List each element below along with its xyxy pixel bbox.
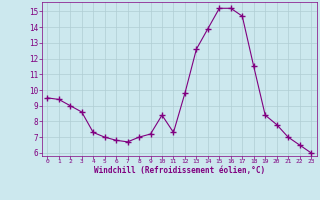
X-axis label: Windchill (Refroidissement éolien,°C): Windchill (Refroidissement éolien,°C) [94,166,265,175]
